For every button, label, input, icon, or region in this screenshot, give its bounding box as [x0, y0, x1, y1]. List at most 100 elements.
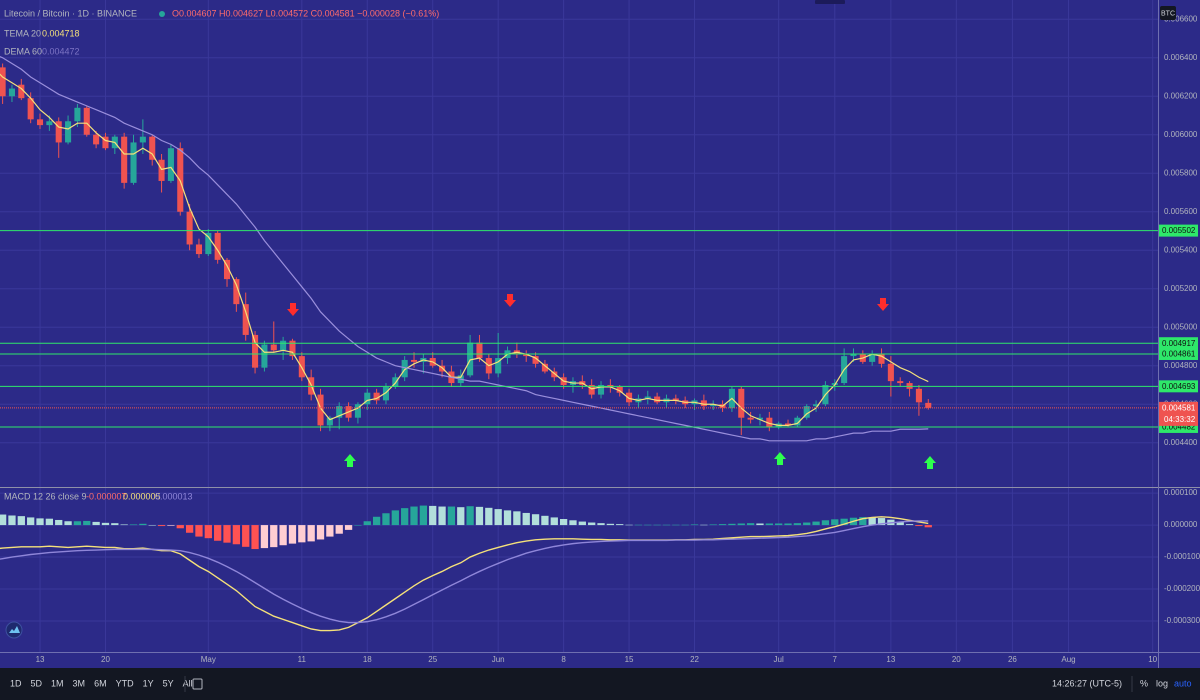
candle-body	[476, 342, 483, 359]
candle-body	[401, 359, 408, 378]
range-button[interactable]: 5D	[31, 678, 43, 688]
y-tick-label: 0.004400	[1164, 438, 1198, 447]
level-badge	[1159, 347, 1198, 360]
histogram-bar	[111, 523, 119, 526]
x-tick-label: Aug	[1061, 655, 1075, 664]
candle-body	[597, 384, 605, 395]
candle-body	[439, 365, 446, 372]
range-button[interactable]: 3M	[73, 678, 86, 688]
candle-body	[364, 392, 371, 405]
range-button[interactable]: 5Y	[163, 678, 174, 688]
histogram-bar	[737, 523, 745, 526]
candle-body	[167, 148, 174, 181]
level-badge	[1159, 224, 1198, 237]
candle-body	[794, 417, 801, 426]
candle-body	[280, 340, 287, 351]
y-tick-label: 0.005000	[1164, 322, 1198, 331]
range-button[interactable]: All	[183, 678, 193, 688]
histogram-bar	[896, 521, 904, 526]
histogram-bar	[92, 521, 100, 526]
candle-body	[8, 88, 16, 97]
histogram-bar	[101, 522, 110, 526]
histogram-bar	[27, 517, 35, 526]
range-button[interactable]: 1D	[10, 678, 22, 688]
range-button[interactable]: 1Y	[143, 678, 154, 688]
histogram-bar	[419, 505, 428, 526]
candle-body	[644, 396, 651, 399]
market-status	[159, 11, 165, 17]
scale-option[interactable]: %	[1140, 678, 1148, 688]
histogram-bar	[578, 521, 586, 526]
histogram-bar	[653, 524, 661, 526]
candle-body	[102, 136, 109, 149]
histogram-bar	[55, 519, 63, 526]
candle-body	[233, 279, 240, 305]
x-tick-label: 15	[625, 655, 634, 664]
range-button[interactable]: 1M	[51, 678, 64, 688]
indicator-name: TEMA 20	[4, 28, 41, 38]
x-tick-label: 25	[428, 655, 437, 664]
sell-arrow	[877, 298, 889, 311]
x-tick-label: 13	[36, 655, 45, 664]
logo	[5, 621, 23, 639]
line-series	[0, 56, 929, 442]
histogram-bar	[251, 525, 259, 550]
histogram-bar	[868, 517, 876, 526]
histogram-bar	[625, 524, 633, 526]
candle-body	[83, 107, 90, 135]
candle-body	[55, 121, 62, 143]
level-label: 0.005502	[1162, 226, 1196, 235]
histogram-bar	[64, 521, 72, 526]
x-tick-label: 22	[690, 655, 699, 664]
ohlc-readout: O0.004607 H0.004627 L0.004572 C0.004581 …	[172, 8, 439, 18]
x-tick-label: 11	[298, 655, 307, 664]
candle-body	[710, 404, 717, 407]
histogram-bar	[812, 521, 820, 526]
y-tick-label: 0.006200	[1164, 91, 1198, 100]
candle-body	[130, 142, 137, 183]
histogram-bar	[541, 515, 549, 526]
histogram-bar	[503, 510, 512, 526]
level-label: 0.004693	[1162, 382, 1196, 391]
candle-body	[672, 398, 679, 401]
scale-option[interactable]: auto	[1174, 678, 1192, 688]
date-range-icon[interactable]	[192, 678, 203, 690]
histogram-bar	[0, 514, 7, 526]
candle-body	[541, 363, 548, 372]
candle-body	[588, 384, 595, 395]
candle-body	[626, 392, 633, 403]
histogram-bar	[447, 506, 456, 526]
histogram-bar	[167, 525, 175, 526]
histogram-bar	[17, 516, 25, 526]
x-tick-label: 20	[952, 655, 961, 664]
pane-handle[interactable]	[815, 0, 845, 4]
candle-body	[261, 344, 268, 368]
macd-hist-value: -0.000007	[86, 491, 127, 501]
range-button[interactable]: YTD	[116, 678, 135, 688]
range-button[interactable]: 6M	[94, 678, 107, 688]
y-tick-label: -0.000100	[1164, 552, 1200, 561]
candle-body	[925, 402, 932, 408]
candle-body	[186, 211, 193, 245]
candle-body	[523, 354, 530, 357]
histogram-bar	[288, 525, 297, 544]
candle-body	[878, 354, 885, 364]
histogram-bar	[775, 523, 783, 526]
scale-option[interactable]: log	[1156, 678, 1168, 688]
candle-body	[467, 342, 474, 376]
histogram-bar	[784, 523, 792, 526]
histogram-bar	[354, 525, 362, 526]
candle-body	[803, 406, 810, 418]
histogram-bar	[634, 524, 643, 526]
candle-body	[326, 417, 333, 426]
histogram-bar	[569, 520, 577, 526]
candle-body	[27, 98, 34, 120]
histogram-bar	[831, 519, 839, 526]
histogram-bar	[756, 523, 764, 526]
histogram-bar	[513, 511, 521, 526]
candle-body	[850, 354, 857, 357]
histogram-bar	[204, 525, 212, 539]
candle-body	[121, 136, 128, 183]
histogram-bar	[718, 524, 727, 526]
clock: 14:26:27 (UTC-5)	[1052, 678, 1122, 688]
